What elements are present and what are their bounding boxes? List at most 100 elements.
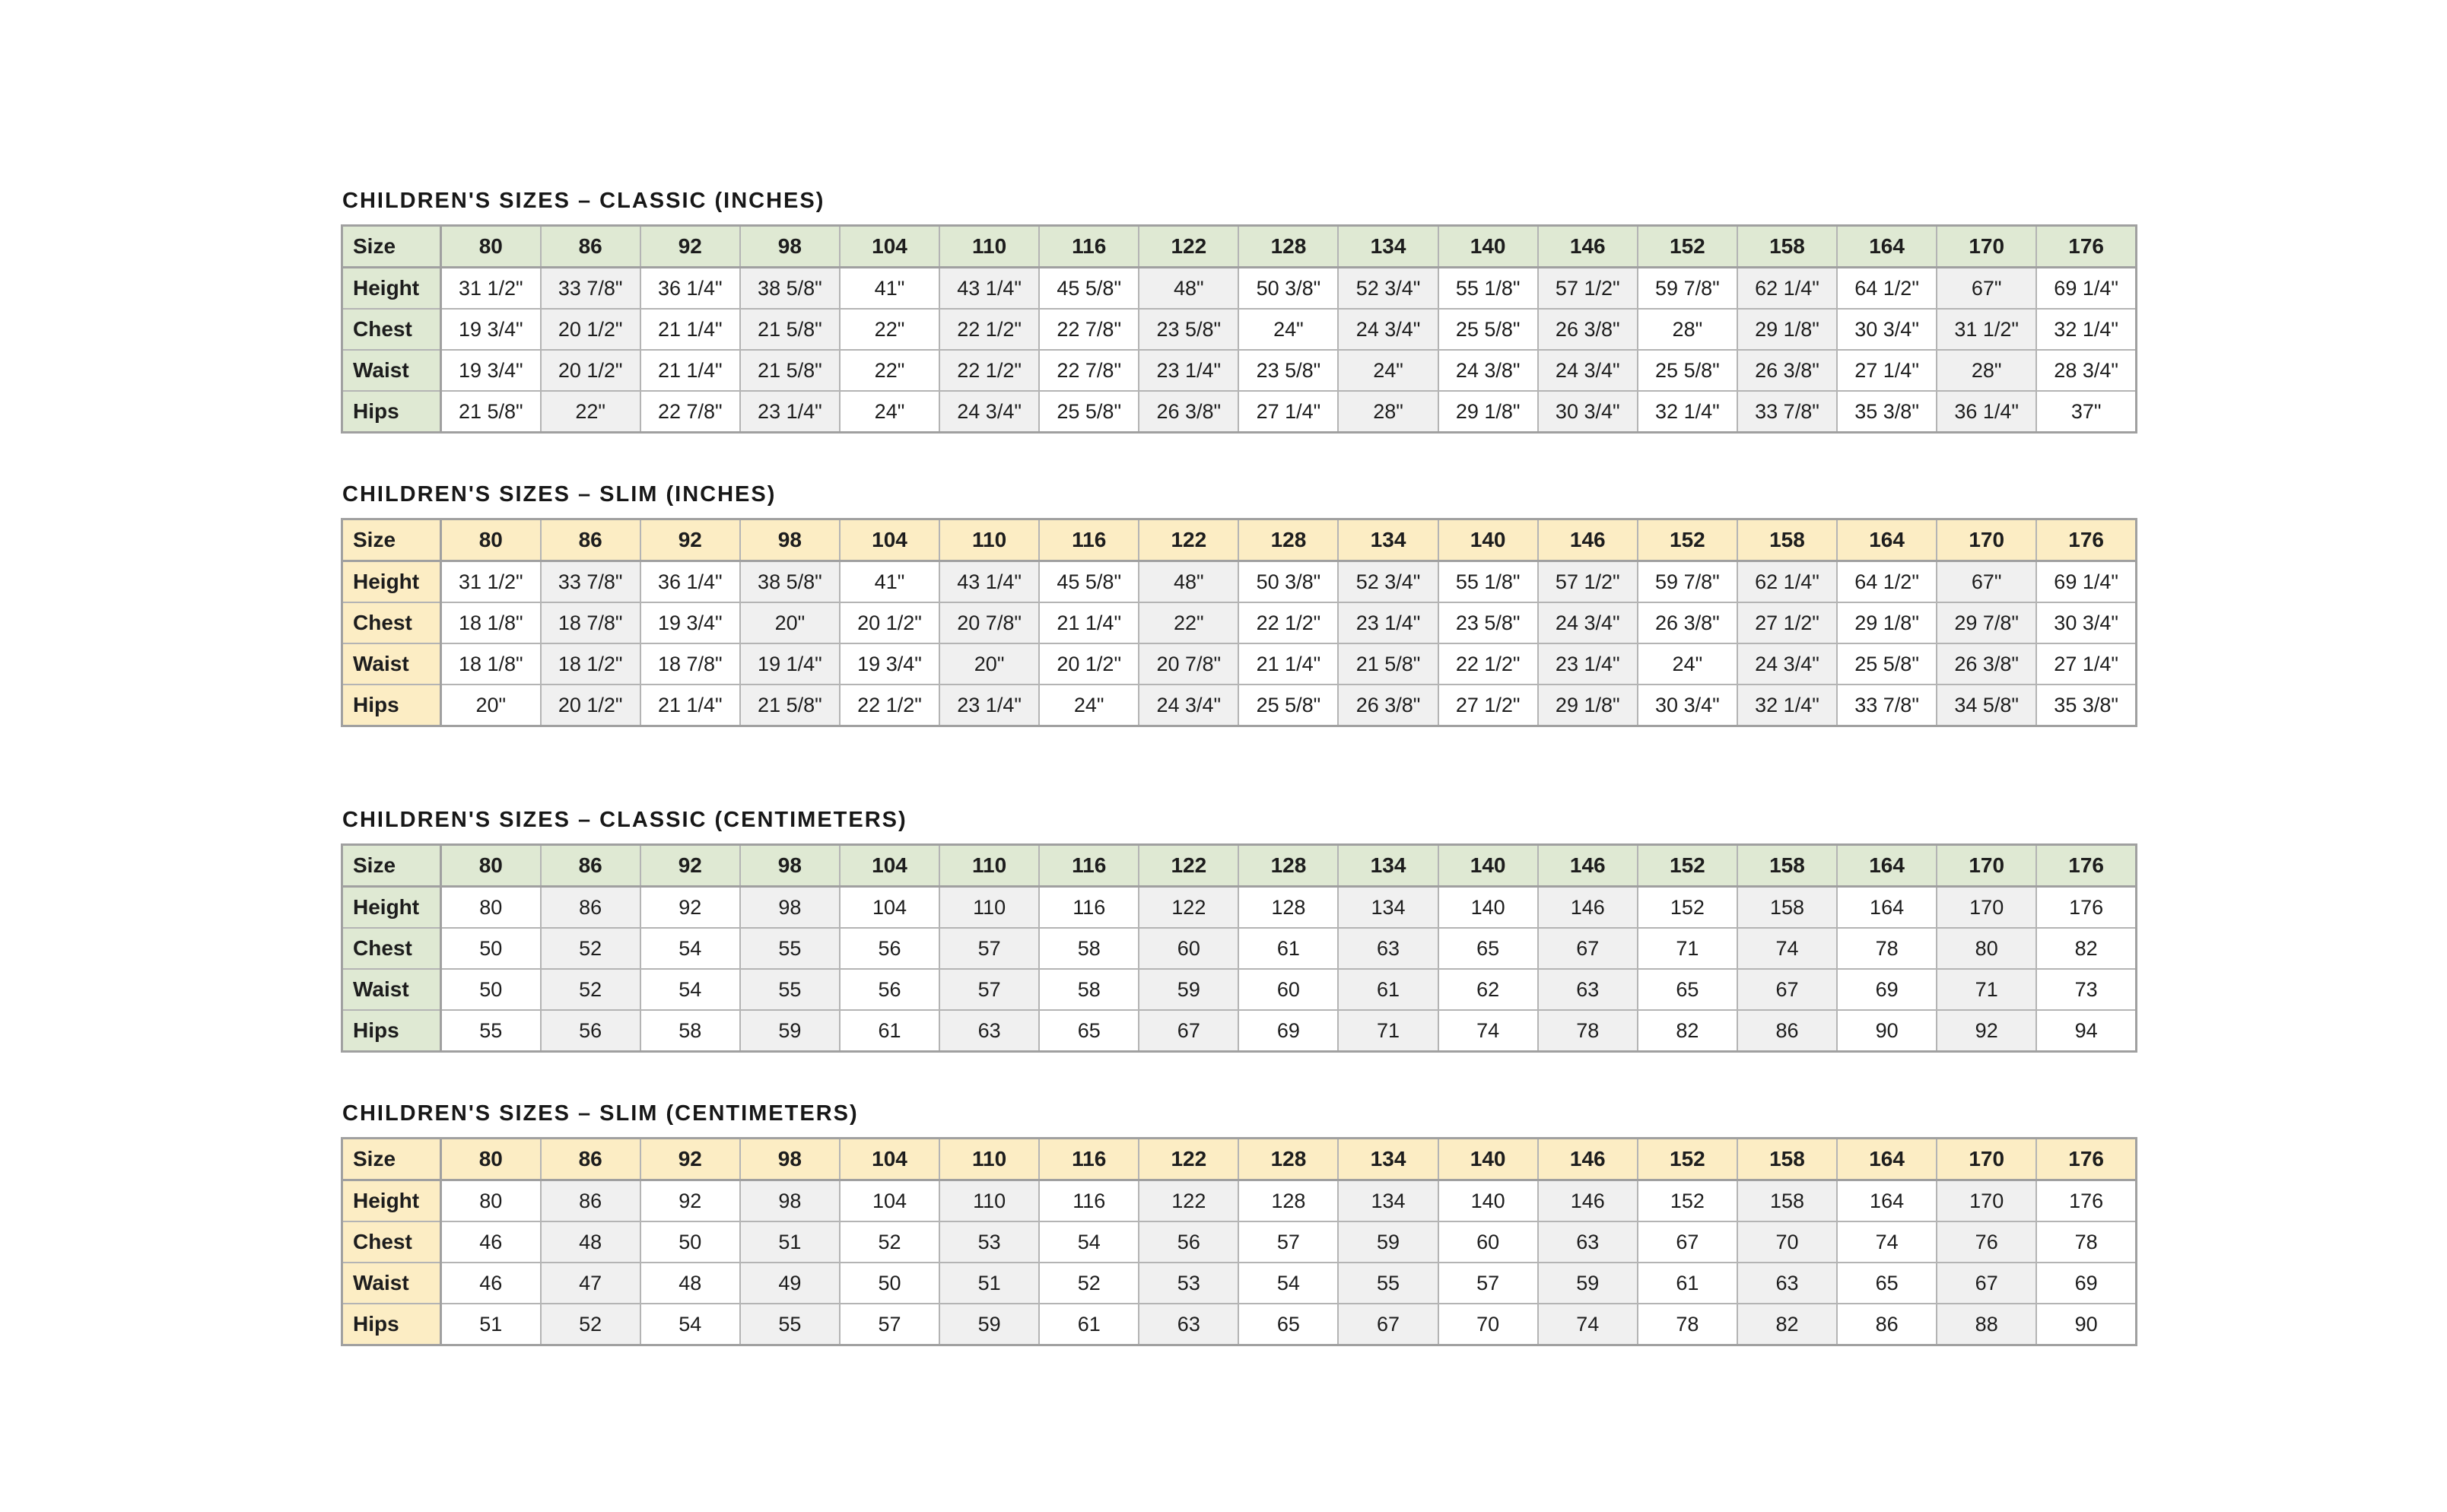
size-corner-label: Size (341, 518, 442, 562)
measurement-row: Waist 19 3/4" 20 1/2" 21 1/4" 21 5/8" 22" 22 1… (341, 349, 2137, 392)
measurement-cell: 21 1/4" (639, 308, 741, 351)
size-column-header: 140 (1437, 224, 1539, 268)
measurement-cell: 25 5/8" (1238, 684, 1339, 727)
measurement-cell: 22 1/2" (838, 684, 941, 727)
row-label: Chest (341, 1221, 442, 1263)
measurement-cell: 22 7/8" (1038, 349, 1140, 392)
measurement-cell: 57 1/2" (1537, 560, 1638, 603)
measurement-cell: 24" (1636, 643, 1738, 685)
measurement-cell: 69 1/4" (2035, 266, 2137, 310)
size-column-header: 164 (1836, 1137, 1938, 1181)
measurement-cell: 19 3/4" (838, 643, 941, 685)
table-title-slim-centimeters: CHILDREN'S SIZES – SLIM (CENTIMETERS) (342, 1101, 859, 1126)
measurement-cell: 54 (639, 1303, 741, 1346)
measurement-cell: 57 (1238, 1221, 1339, 1263)
measurement-cell: 51 (440, 1303, 542, 1346)
size-column-header: 128 (1238, 518, 1339, 562)
measurement-cell: 21 5/8" (739, 684, 841, 727)
measurement-cell: 116 (1038, 1179, 1140, 1222)
size-column-header: 98 (739, 224, 841, 268)
measurement-cell: 24 3/4" (1138, 684, 1240, 727)
size-column-header: 116 (1038, 843, 1140, 888)
measurement-cell: 27 1/4" (2035, 643, 2137, 685)
measurement-cell: 55 1/8" (1437, 560, 1539, 603)
measurement-cell: 55 (739, 968, 841, 1011)
measurement-cell: 86 (1836, 1303, 1938, 1346)
section-slim-centimeters: CHILDREN'S SIZES – SLIM (CENTIMETERS) Si… (341, 1101, 2137, 1346)
measurement-cell: 31 1/2" (1936, 308, 2038, 351)
measurement-cell: 78 (1537, 1009, 1638, 1053)
size-column-header: 146 (1537, 224, 1638, 268)
measurement-cell: 20 1/2" (539, 684, 641, 727)
measurement-cell: 19 3/4" (440, 308, 542, 351)
measurement-cell: 18 7/8" (639, 643, 741, 685)
measurement-cell: 55 1/8" (1437, 266, 1539, 310)
size-column-header: 164 (1836, 518, 1938, 562)
measurement-cell: 70 (1437, 1303, 1539, 1346)
measurement-cell: 98 (739, 885, 841, 929)
measurement-cell: 70 (1736, 1221, 1838, 1263)
measurement-cell: 59 7/8" (1636, 266, 1738, 310)
size-column-header: 86 (539, 224, 641, 268)
size-column-header: 122 (1138, 224, 1240, 268)
measurement-cell: 61 (1636, 1262, 1738, 1304)
measurement-cell: 20 1/2" (539, 349, 641, 392)
measurement-cell: 60 (1437, 1221, 1539, 1263)
measurement-cell: 24 3/4" (1537, 602, 1638, 644)
size-column-header: 158 (1736, 1137, 1838, 1181)
size-column-header: 164 (1836, 224, 1938, 268)
measurement-cell: 55 (739, 927, 841, 970)
measurement-cell: 49 (739, 1262, 841, 1304)
measurement-cell: 28" (1636, 308, 1738, 351)
size-column-header: 134 (1337, 518, 1439, 562)
measurement-cell: 78 (2035, 1221, 2137, 1263)
measurement-cell: 22 1/2" (1437, 643, 1539, 685)
measurement-cell: 69 (1836, 968, 1938, 1011)
measurement-cell: 80 (1936, 927, 2038, 970)
measurement-cell: 50 (440, 968, 542, 1011)
measurement-cell: 176 (2035, 885, 2137, 929)
measurement-cell: 26 3/8" (1736, 349, 1838, 392)
measurement-cell: 32 1/4" (1736, 684, 1838, 727)
measurement-cell: 54 (1038, 1221, 1140, 1263)
measurement-cell: 22" (1138, 602, 1240, 644)
measurement-cell: 41" (838, 266, 941, 310)
measurement-cell: 164 (1836, 1179, 1938, 1222)
measurement-cell: 18 1/8" (440, 643, 542, 685)
measurement-cell: 50 3/8" (1238, 266, 1339, 310)
measurement-cell: 110 (939, 1179, 1041, 1222)
measurement-cell: 28" (1337, 390, 1439, 434)
measurement-row: Hips 20" 20 1/2" 21 1/4" 21 5/8" 22 1/2" 23 1/… (341, 684, 2137, 727)
size-column-header: 176 (2035, 224, 2137, 268)
measurement-cell: 21 1/4" (1238, 643, 1339, 685)
measurement-cell: 29 1/8" (1537, 684, 1638, 727)
measurement-cell: 82 (1736, 1303, 1838, 1346)
section-slim-inches: CHILDREN'S SIZES – SLIM (INCHES) Size 80 8… (341, 482, 2137, 727)
size-column-header: 158 (1736, 224, 1838, 268)
measurement-cell: 92 (639, 1179, 741, 1222)
size-column-header: 122 (1138, 1137, 1240, 1181)
size-column-header: 134 (1337, 843, 1439, 888)
measurement-cell: 61 (1337, 968, 1439, 1011)
size-column-header: 146 (1537, 843, 1638, 888)
measurement-cell: 25 5/8" (1836, 643, 1938, 685)
measurement-cell: 62 1/4" (1736, 560, 1838, 603)
measurement-cell: 50 3/8" (1238, 560, 1339, 603)
measurement-cell: 56 (838, 927, 941, 970)
measurement-cell: 67 (1636, 1221, 1738, 1263)
measurement-cell: 71 (1936, 968, 2038, 1011)
row-label: Hips (341, 1009, 442, 1053)
measurement-cell: 25 5/8" (1437, 308, 1539, 351)
measurement-cell: 20 1/2" (838, 602, 941, 644)
measurement-cell: 61 (838, 1009, 941, 1053)
measurement-cell: 34 5/8" (1936, 684, 2038, 727)
measurement-cell: 24 3/4" (939, 390, 1041, 434)
size-column-header: 80 (440, 843, 542, 888)
size-column-header: 98 (739, 843, 841, 888)
measurement-cell: 41" (838, 560, 941, 603)
size-table-classic-inches: Size 80 86 92 98 104 110 116 122 128 134 140 146 152 1… (341, 224, 2137, 434)
size-corner-label: Size (341, 843, 442, 888)
measurement-cell: 122 (1138, 1179, 1240, 1222)
measurement-cell: 28" (1936, 349, 2038, 392)
measurement-cell: 59 (939, 1303, 1041, 1346)
